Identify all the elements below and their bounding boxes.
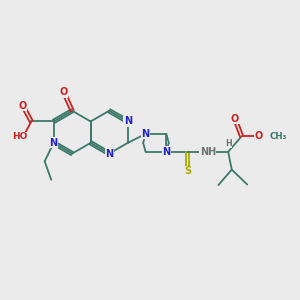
Text: O: O (231, 114, 239, 124)
Text: CH₃: CH₃ (270, 132, 288, 141)
Text: O: O (60, 87, 68, 97)
Text: S: S (184, 166, 191, 176)
Text: O: O (255, 131, 263, 141)
Text: O: O (19, 101, 27, 111)
Text: N: N (105, 148, 113, 159)
Text: NH: NH (200, 147, 216, 157)
Text: N: N (142, 129, 150, 139)
Text: N: N (124, 116, 132, 127)
Text: N: N (162, 147, 170, 157)
Text: HO: HO (12, 132, 27, 141)
Text: H: H (225, 139, 232, 148)
Text: N: N (50, 138, 58, 148)
